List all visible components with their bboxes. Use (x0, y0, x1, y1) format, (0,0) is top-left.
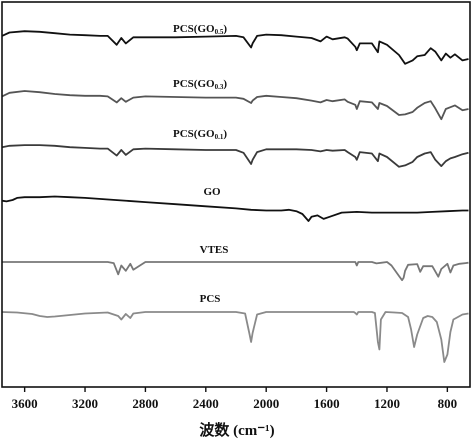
x-tick-label-800: 800 (438, 396, 458, 411)
series-label-1: PCS(GO0.3) (173, 78, 227, 91)
series-label-2: PCS(GO0.1) (173, 128, 227, 141)
series-line-1 (1, 90, 469, 121)
x-axis-title: 波数 (cm⁻¹) (199, 421, 274, 439)
x-tick-label-1600: 1600 (314, 396, 340, 411)
x-tick-label-3200: 3200 (72, 396, 98, 411)
series-line-0 (1, 30, 469, 65)
series-label-3: GO (203, 186, 221, 198)
series-label-0: PCS(GO0.5) (173, 23, 227, 36)
series-label-5: PCS (200, 293, 221, 305)
series-line-5 (1, 311, 469, 363)
series-label-layer: PCS(GO0.5) PCS(GO0.3) PCS(GO0.1) GO VTES PCS (173, 23, 228, 305)
x-tick-label-2000: 2000 (253, 396, 279, 411)
x-tick-label-1200: 1200 (374, 396, 400, 411)
x-tick-label-3600: 3600 (12, 396, 38, 411)
x-tick-label-2800: 2800 (132, 396, 158, 411)
x-tick-label-2400: 2400 (193, 396, 219, 411)
series-layer (1, 30, 469, 363)
series-line-3 (1, 195, 469, 222)
x-tick-layer: 3600 3200 2800 2400 2000 1600 1200 800 (12, 387, 457, 411)
series-line-2 (1, 144, 469, 168)
series-label-4: VTES (200, 244, 229, 256)
plot-frame (1, 1, 471, 388)
series-line-4 (2, 261, 469, 282)
